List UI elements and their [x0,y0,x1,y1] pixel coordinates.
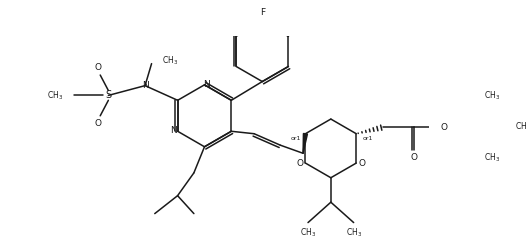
Text: or1: or1 [362,136,373,141]
Text: or1: or1 [290,136,301,141]
Polygon shape [303,133,307,153]
Text: CH$_3$: CH$_3$ [515,121,526,133]
Text: N: N [170,126,177,135]
Text: CH$_3$: CH$_3$ [47,89,64,102]
Text: S: S [105,91,112,100]
Text: N: N [141,81,148,90]
Text: O: O [358,158,366,168]
Text: N: N [203,80,209,89]
Text: F: F [260,8,265,17]
Text: CH$_3$: CH$_3$ [484,90,500,102]
Text: O: O [94,63,102,72]
Text: CH$_3$: CH$_3$ [162,54,178,67]
Text: O: O [296,158,303,168]
Text: O: O [94,119,102,128]
Text: O: O [441,123,448,132]
Text: O: O [411,153,418,162]
Text: CH$_3$: CH$_3$ [346,226,362,239]
Text: CH$_3$: CH$_3$ [484,152,500,164]
Text: CH$_3$: CH$_3$ [300,226,316,239]
